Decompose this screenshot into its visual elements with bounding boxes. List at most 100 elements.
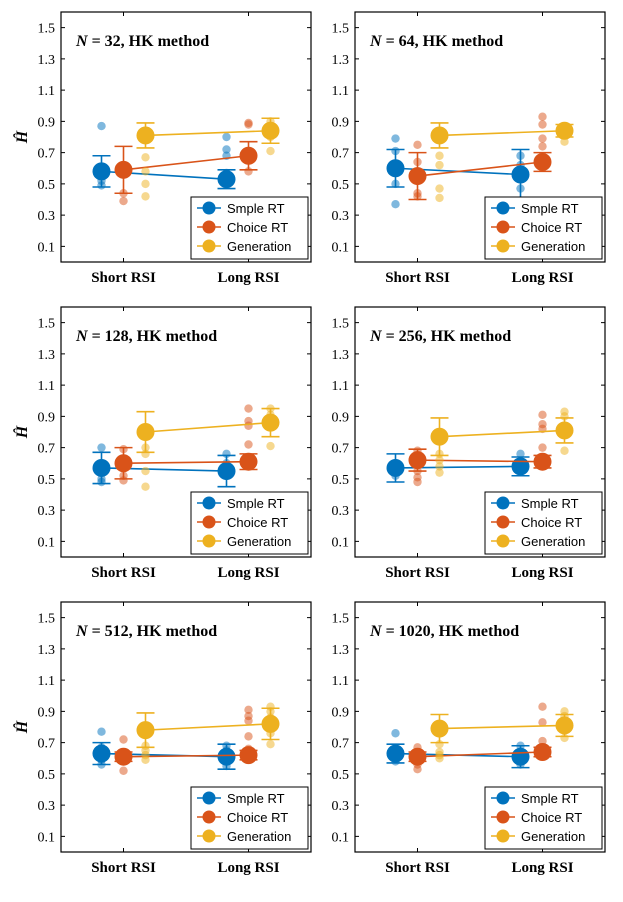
data-point bbox=[391, 729, 400, 738]
data-point bbox=[97, 121, 106, 131]
data-point bbox=[222, 132, 231, 142]
legend: Smple RT Choice RT Generation bbox=[484, 196, 603, 260]
data-point bbox=[560, 137, 569, 146]
legend-label: Generation bbox=[521, 239, 585, 254]
legend-label: Generation bbox=[227, 239, 291, 254]
title-method: , HK method bbox=[129, 328, 218, 345]
legend-marker bbox=[202, 534, 216, 548]
y-tick-label: 0.5 bbox=[38, 178, 56, 193]
title-n-value: 32 bbox=[105, 33, 121, 50]
y-tick-label: 0.5 bbox=[38, 473, 56, 488]
legend-marker bbox=[202, 810, 216, 824]
series-generation bbox=[136, 702, 280, 765]
data-point bbox=[119, 735, 128, 744]
series-choice bbox=[114, 404, 258, 485]
data-point bbox=[266, 739, 275, 749]
y-tick-label: 1.3 bbox=[332, 643, 350, 658]
legend-label: Generation bbox=[227, 829, 291, 844]
y-tick-label: 0.3 bbox=[332, 799, 350, 814]
legend: Smple RT Choice RT Generation bbox=[190, 786, 309, 850]
mean-marker bbox=[430, 719, 449, 738]
data-point bbox=[391, 199, 400, 209]
chart-panel-256: 0.1 0.3 0.5 0.7 0.9 1.1 1.3 1.5 Short RSI Long RS… bbox=[332, 306, 606, 581]
title-n-value: 128 bbox=[105, 328, 129, 345]
legend-label: Smple RT bbox=[521, 201, 579, 216]
title-method: , HK method bbox=[415, 33, 504, 50]
panel-title: N = 128, HK method bbox=[75, 328, 217, 345]
data-point bbox=[119, 196, 128, 206]
y-tick-label: 0.5 bbox=[332, 178, 350, 193]
data-point bbox=[538, 112, 547, 121]
title-n-label: N = bbox=[369, 623, 399, 640]
title-method: , HK method bbox=[423, 328, 512, 345]
y-tick-label: 0.3 bbox=[38, 799, 56, 814]
mean-marker bbox=[217, 747, 236, 766]
series-choice bbox=[408, 410, 552, 487]
y-tick-label: 1.3 bbox=[332, 348, 350, 363]
mean-marker bbox=[555, 716, 574, 735]
chart-panel-512: 0.1 0.3 0.5 0.7 0.9 1.1 1.3 1.5 Short RSI Long RS… bbox=[12, 601, 312, 876]
mean-connector-line bbox=[123, 460, 249, 465]
series-choice bbox=[114, 118, 258, 206]
data-point bbox=[435, 193, 444, 203]
x-category-label: Short RSI bbox=[385, 270, 450, 286]
legend-marker bbox=[496, 220, 510, 234]
series-simple bbox=[92, 727, 236, 771]
x-category-label: Short RSI bbox=[91, 860, 156, 876]
data-point bbox=[97, 727, 106, 736]
y-tick-label: 0.9 bbox=[38, 115, 56, 130]
chart-panel-32: 0.1 0.3 0.5 0.7 0.9 1.1 1.3 1.5 Short RSI Long RS… bbox=[12, 11, 312, 286]
y-tick-label: 0.1 bbox=[38, 240, 56, 255]
series-generation bbox=[430, 407, 574, 477]
mean-connector-line bbox=[417, 161, 543, 177]
y-tick-label: 0.9 bbox=[332, 705, 350, 720]
data-point bbox=[538, 410, 547, 420]
title-n-label: N = bbox=[369, 328, 399, 345]
legend-marker bbox=[202, 201, 216, 215]
legend: Smple RT Choice RT Generation bbox=[190, 491, 309, 555]
panel-title: N = 1020, HK method bbox=[369, 623, 519, 640]
axes-box bbox=[354, 601, 606, 853]
data-point bbox=[435, 151, 444, 160]
series-choice bbox=[114, 705, 258, 775]
data-point bbox=[538, 702, 547, 711]
legend-label: Choice RT bbox=[227, 810, 288, 825]
y-tick-label: 0.7 bbox=[38, 442, 56, 457]
mean-marker bbox=[239, 746, 258, 765]
chart-panel-1020: 0.1 0.3 0.5 0.7 0.9 1.1 1.3 1.5 Short RSI Long RS… bbox=[332, 601, 606, 876]
y-tick-label: 1.3 bbox=[38, 53, 56, 68]
mean-marker bbox=[114, 747, 133, 766]
data-point bbox=[435, 184, 444, 193]
title-n-value: 64 bbox=[399, 33, 415, 50]
data-point bbox=[244, 440, 253, 449]
y-tick-label: 0.9 bbox=[332, 115, 350, 130]
mean-marker bbox=[430, 427, 449, 446]
axes-box bbox=[354, 306, 606, 558]
mean-connector-line bbox=[145, 723, 271, 731]
data-point bbox=[141, 167, 150, 176]
title-n-label: N = bbox=[75, 328, 105, 345]
mean-marker bbox=[114, 454, 133, 473]
data-point bbox=[266, 146, 275, 156]
mean-marker bbox=[92, 744, 111, 763]
data-point bbox=[435, 468, 444, 477]
y-tick-label: 0.7 bbox=[332, 442, 350, 457]
series-generation bbox=[430, 707, 574, 763]
y-tick-label: 1.5 bbox=[38, 317, 56, 332]
legend-label: Choice RT bbox=[521, 515, 582, 530]
data-point bbox=[97, 443, 106, 452]
series-choice bbox=[408, 702, 552, 774]
mean-marker bbox=[511, 457, 530, 476]
mean-connector-line bbox=[439, 129, 565, 137]
title-n-label: N = bbox=[75, 623, 105, 640]
y-tick-label: 1.1 bbox=[332, 379, 350, 394]
mean-marker bbox=[408, 451, 427, 470]
legend: Smple RT Choice RT Generation bbox=[484, 491, 603, 555]
series-simple bbox=[92, 121, 236, 190]
mean-marker bbox=[533, 743, 552, 761]
legend-marker bbox=[496, 829, 510, 843]
mean-connector-line bbox=[145, 421, 271, 433]
title-n-value: 256 bbox=[399, 328, 423, 345]
y-tick-label: 0.1 bbox=[38, 830, 56, 845]
